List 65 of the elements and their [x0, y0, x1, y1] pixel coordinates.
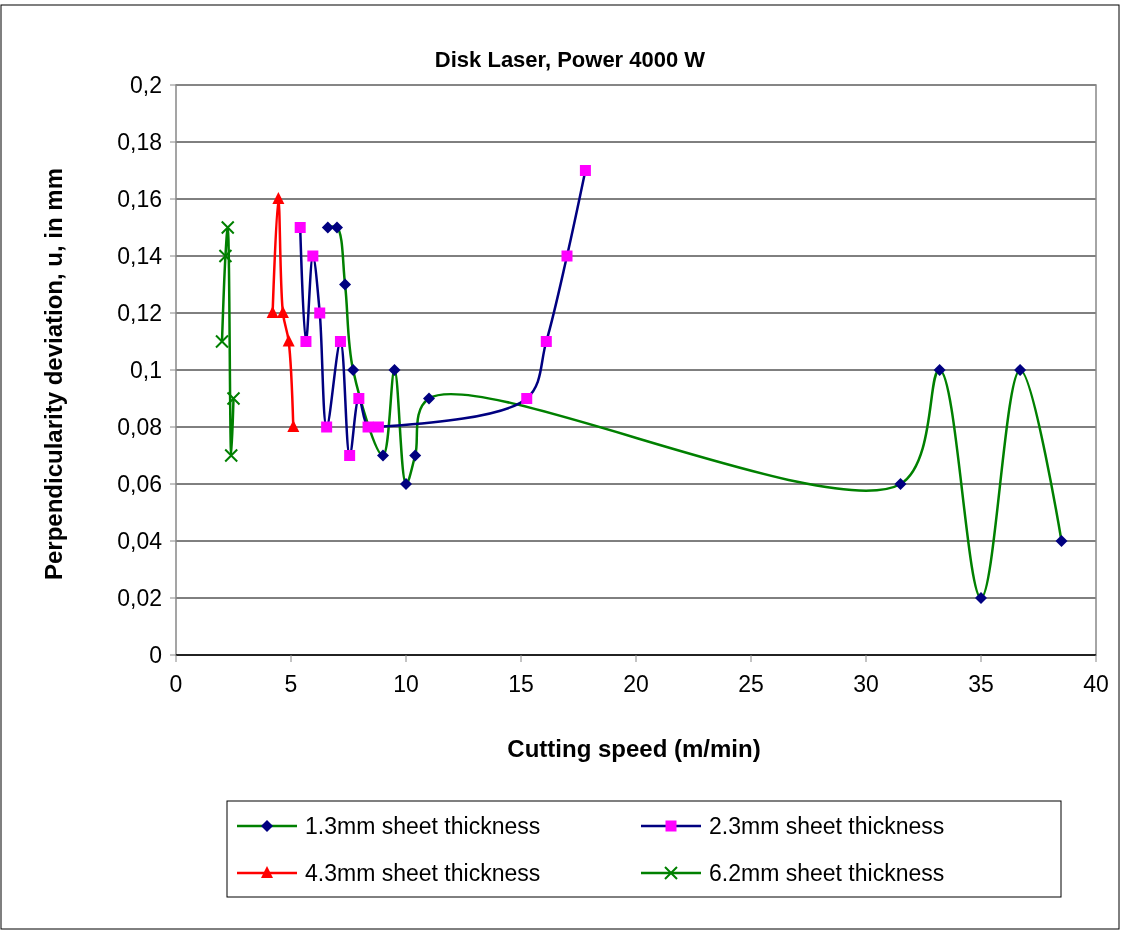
point	[321, 221, 334, 234]
x-tick-label: 25	[738, 671, 764, 697]
y-tick-label: 0,06	[117, 471, 162, 498]
x-tick-label: 20	[623, 671, 649, 697]
y-axis-title: Perpendicularity deviation, u, in mm	[40, 167, 67, 581]
point	[272, 192, 285, 204]
point	[894, 478, 907, 490]
x-tick-label: 40	[1083, 671, 1109, 697]
point	[362, 421, 374, 433]
x-axis-title: Cutting speed (m/min)	[507, 735, 761, 762]
point	[377, 449, 389, 462]
point	[287, 420, 300, 432]
chart-title: Disk Laser, Power 4000 W	[434, 47, 706, 72]
y-tick-label: 0,14	[117, 243, 163, 270]
x-tick-label: 35	[968, 671, 994, 697]
point	[400, 478, 412, 490]
y-tick-label: 0,12	[117, 300, 162, 327]
point	[388, 364, 401, 376]
legend-label: 6.2mm sheet thickness	[709, 860, 945, 886]
point	[353, 393, 365, 404]
point	[344, 450, 356, 461]
point	[372, 421, 384, 433]
point	[975, 592, 987, 604]
y-tick-label: 0,02	[117, 585, 162, 612]
point	[307, 250, 319, 262]
point	[314, 307, 326, 319]
y-tick-label: 0,18	[117, 129, 162, 156]
point	[521, 393, 533, 404]
legend-label: 4.3mm sheet thickness	[305, 860, 541, 886]
point	[933, 364, 946, 376]
point	[1014, 364, 1027, 376]
y-tick-label: 0,1	[130, 357, 162, 384]
y-tick-label: 0,04	[117, 528, 163, 555]
x-tick-label: 30	[853, 671, 879, 697]
legend-label: 2.3mm sheet thickness	[709, 813, 945, 839]
point	[347, 364, 360, 376]
point	[276, 306, 289, 318]
point	[215, 334, 229, 349]
point	[224, 448, 239, 463]
point	[218, 249, 233, 263]
x-tick-label: 10	[393, 671, 419, 697]
point	[300, 336, 312, 347]
point	[294, 222, 306, 233]
point	[1055, 535, 1068, 547]
x-tick-label: 0	[169, 671, 183, 697]
legend-label: 1.3mm sheet thickness	[305, 813, 541, 839]
point	[423, 392, 435, 405]
point	[339, 278, 352, 291]
y-tick-label: 0,2	[130, 72, 162, 99]
point	[540, 336, 552, 347]
y-tick-label: 0	[149, 642, 162, 669]
y-tick-label: 0,08	[117, 414, 162, 441]
point	[561, 250, 573, 262]
point	[334, 336, 346, 347]
point	[579, 165, 591, 176]
point	[266, 306, 279, 318]
point	[409, 449, 422, 462]
point	[220, 220, 235, 235]
point	[282, 334, 295, 347]
point	[321, 421, 333, 433]
point	[331, 221, 343, 234]
y-tick-label: 0,16	[117, 186, 162, 213]
x-tick-label: 5	[284, 671, 298, 697]
point	[226, 391, 241, 406]
x-tick-label: 15	[508, 671, 534, 697]
